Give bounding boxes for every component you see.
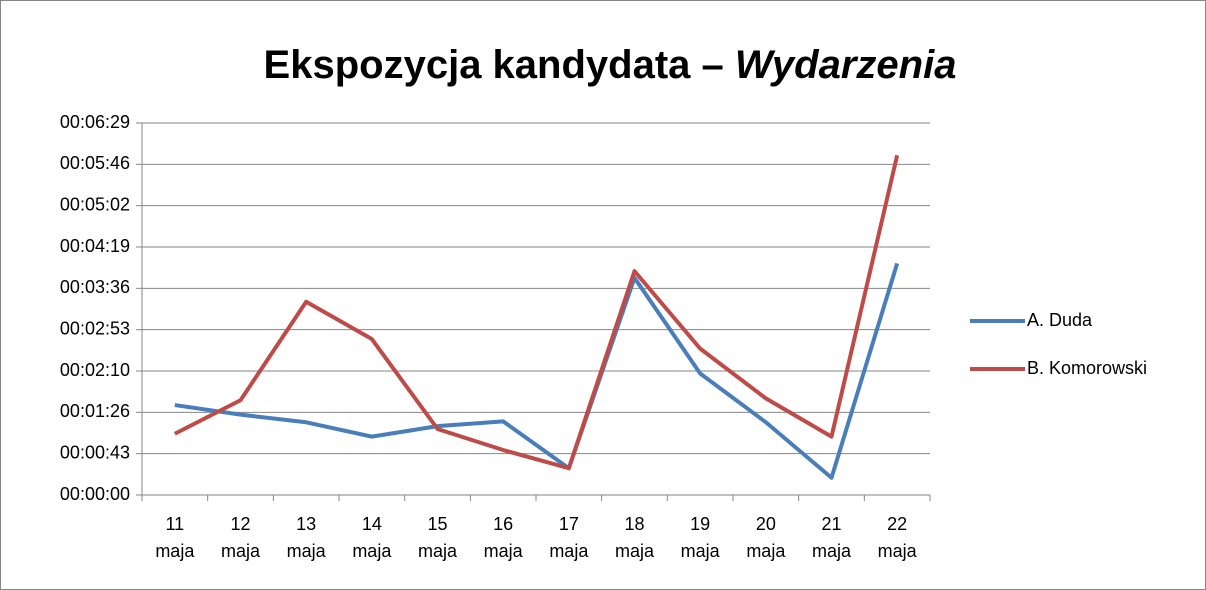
- x-tick-label: 18 maja: [615, 514, 655, 561]
- x-tick-label: 17 maja: [549, 514, 589, 561]
- legend-label: B. Komorowski: [1027, 358, 1147, 378]
- x-tick-label-line: 11: [165, 514, 184, 534]
- y-tick-label: 00:00:00: [60, 484, 130, 504]
- y-tick-label: 00:00:43: [60, 442, 130, 462]
- x-tick-label: 20 maja: [746, 514, 786, 561]
- x-tick-label-line: 16: [493, 514, 513, 534]
- x-tick-label-line: maja: [155, 541, 195, 561]
- title-emphasis: Wydarzenia: [735, 43, 957, 87]
- y-tick-label: 00:06:29: [60, 112, 130, 132]
- x-tick-label-line: 14: [362, 514, 382, 534]
- x-tick-label-line: maja: [878, 541, 918, 561]
- title-main: Ekspozycja kandydata –: [264, 43, 724, 87]
- x-tick-label-line: 21: [821, 514, 841, 534]
- y-tick-label: 00:05:46: [60, 153, 130, 173]
- x-tick-label-line: maja: [287, 541, 327, 561]
- x-tick-label: 14 maja: [352, 514, 392, 561]
- y-tick-label: 00:05:02: [60, 194, 130, 214]
- x-tick-label-line: maja: [221, 541, 261, 561]
- x-tick-label-line: maja: [352, 541, 392, 561]
- x-tick-label: 22 maja: [878, 514, 918, 561]
- x-tick-label-line: maja: [615, 541, 655, 561]
- y-tick-label: 00:01:26: [60, 401, 130, 421]
- y-tick-label: 00:04:19: [60, 236, 130, 256]
- x-tick-label-line: maja: [418, 541, 458, 561]
- x-tick-label: 15 maja: [418, 514, 458, 561]
- y-tick-label: 00:03:36: [60, 277, 130, 297]
- x-tick-label: 21 maja: [812, 514, 852, 561]
- x-tick-label-line: maja: [681, 541, 721, 561]
- x-tick-label-line: 20: [756, 514, 776, 534]
- chart-title: Ekspozycja kandydata – Wydarzenia: [264, 43, 957, 87]
- x-tick-label-line: 15: [427, 514, 447, 534]
- x-tick-label-line: 19: [690, 514, 710, 534]
- x-tick-label: 12 maja: [221, 514, 261, 561]
- x-tick-label-line: 18: [624, 514, 644, 534]
- x-tick-label-line: 12: [230, 514, 250, 534]
- x-tick-label-line: 13: [296, 514, 316, 534]
- x-tick-label: 16 maja: [484, 514, 524, 561]
- x-tick-label: 11 maja: [155, 514, 195, 561]
- y-tick-label: 00:02:10: [60, 360, 130, 380]
- legend-label: A. Duda: [1027, 310, 1093, 330]
- x-tick-label-line: maja: [812, 541, 852, 561]
- x-tick-label: 13 maja: [287, 514, 327, 561]
- x-tick-label-line: maja: [549, 541, 589, 561]
- x-tick-label-line: 22: [887, 514, 907, 534]
- x-tick-label-line: maja: [484, 541, 524, 561]
- x-tick-label-line: maja: [746, 541, 786, 561]
- y-tick-label: 00:02:53: [60, 318, 130, 338]
- x-tick-label-line: 17: [559, 514, 579, 534]
- series-line: [173, 154, 900, 471]
- x-tick-label: 19 maja: [681, 514, 721, 561]
- series-line: [174, 262, 900, 480]
